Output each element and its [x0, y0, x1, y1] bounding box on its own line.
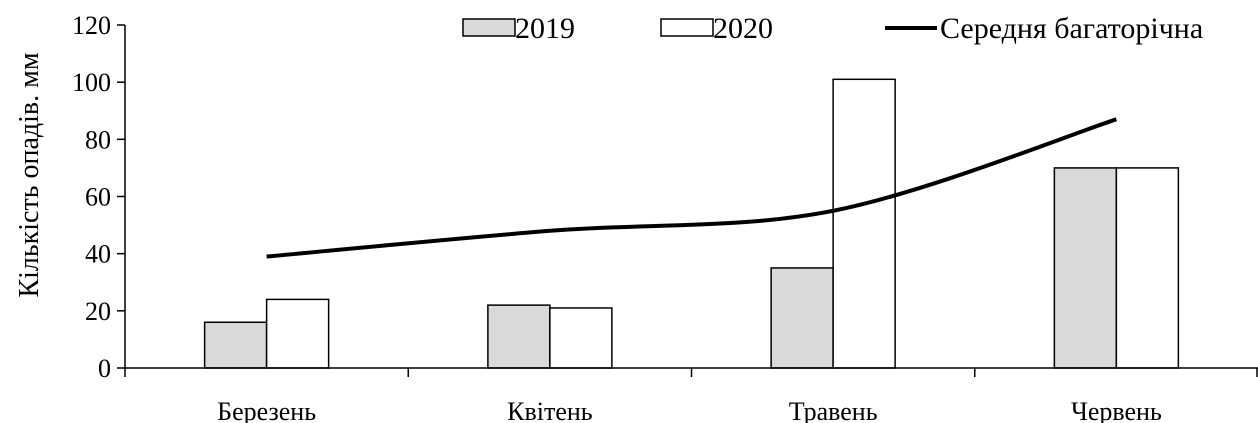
- x-tick-label: Квітень: [507, 397, 593, 423]
- bar-2020-Березень: [265, 298, 330, 369]
- legend-swatch-2020: [660, 18, 714, 37]
- y-tick-label: 0: [98, 354, 111, 383]
- y-tick-label: 40: [85, 240, 111, 269]
- x-axis-labels: Березень Квітень Травень Червень: [217, 397, 1162, 423]
- bars: [203, 78, 1180, 369]
- x-tick-label: Червень: [1071, 397, 1162, 423]
- x-axis-ticks: [124, 368, 1258, 377]
- bar-2019-Червень: [1053, 167, 1118, 369]
- bar-2020-Червень: [1115, 167, 1180, 369]
- bar-2019-Травень: [770, 267, 834, 369]
- y-tick-label: 20: [85, 297, 111, 326]
- line-series: [266, 117, 1117, 259]
- bar-2020-Квітень: [549, 307, 613, 369]
- y-axis-label: Кількість опадів. мм: [14, 52, 45, 297]
- x-tick-label: Березень: [217, 397, 316, 423]
- y-tick-label: 100: [72, 68, 111, 97]
- legend: 2019 2020 Середня багаторічна: [462, 12, 1203, 45]
- bar-2019-Квітень: [487, 304, 551, 369]
- y-tick-label: 120: [72, 11, 111, 40]
- y-tick-label: 60: [85, 183, 111, 212]
- legend-label: 2020: [713, 12, 773, 45]
- legend-label: 2019: [515, 12, 575, 45]
- legend-swatch-2019: [462, 18, 516, 37]
- bar-2019-Березень: [203, 321, 268, 369]
- bar-2020-Травень: [832, 78, 896, 369]
- y-tick-label: 80: [85, 125, 111, 154]
- x-tick-label: Травень: [789, 397, 878, 423]
- line-Середня багаторічна: [266, 117, 1117, 259]
- legend-label: Середня багаторічна: [940, 12, 1203, 45]
- y-axis-ticks: 0 20 40 60 80 100 120: [72, 11, 125, 383]
